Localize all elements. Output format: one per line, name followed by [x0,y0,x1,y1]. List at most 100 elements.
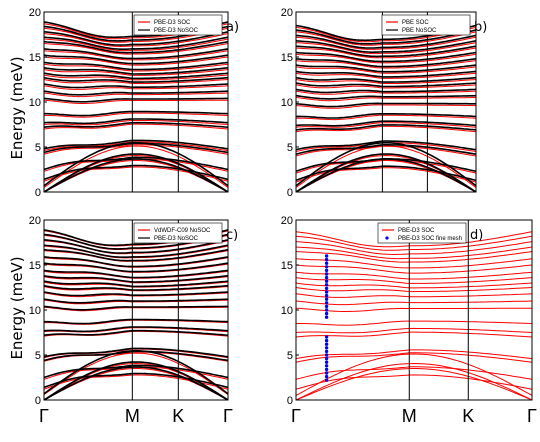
fine-mesh-point [324,371,329,375]
panel-a-bands [44,21,228,192]
band-line [296,144,476,155]
fine-mesh-point [324,265,329,269]
band-line [296,122,476,128]
fine-mesh-point [324,308,329,312]
band-line [296,331,532,338]
band-line [44,275,228,283]
band-line [44,139,228,150]
fine-mesh-point [324,356,329,361]
band-line [44,280,228,288]
band-line [296,300,532,306]
fine-mesh-point [324,353,329,357]
fine-mesh-point [324,257,329,262]
legend-entry: PBE-D3 SOC fine mesh [398,236,462,242]
legend-entry: PBE NoSOC [402,28,437,34]
legend-entry: PBE-D3 SOC [398,228,435,234]
band-line [44,38,228,52]
band-line [296,145,476,157]
band-line [44,36,228,50]
ytick-label: 10 [29,305,41,317]
band-line [296,40,476,53]
band-line [44,326,228,333]
xtick-label: M [402,406,417,426]
band-line [44,374,228,390]
band-line [296,53,476,64]
band-line [44,56,228,66]
band-line [44,43,228,55]
band-line [44,61,228,71]
band-line [44,40,228,54]
band-line [296,79,476,84]
fine-mesh-point [324,279,329,283]
panel-c-bands [44,229,228,400]
fine-mesh-point [324,304,329,309]
band-line [296,368,532,400]
band-line [296,258,532,269]
fine-mesh-point [324,268,329,273]
fine-mesh-point [324,293,329,298]
band-line [44,76,228,83]
band-line [44,145,228,188]
band-line [296,72,476,79]
band-line [44,112,228,118]
band-line [296,88,476,94]
xtick-label: K [172,406,184,426]
ytick-label: 15 [29,52,41,64]
fine-mesh-point [324,360,329,364]
band-line [44,74,228,81]
band-line [296,47,476,59]
band-line [44,54,228,65]
band-line [44,256,228,268]
ytick-label: 5 [35,350,41,362]
band-line [44,144,228,155]
ytick-label: 5 [35,142,41,154]
ytick-label: 15 [281,52,293,64]
fine-mesh-point [324,286,329,291]
band-line [296,125,476,133]
ytick-label: 0 [287,187,293,199]
band-line [44,284,228,291]
band-line [44,110,228,117]
legend: PBE SOC PBE NoSOC [381,14,471,36]
band-line [44,72,228,80]
band-line [296,58,476,68]
ytick-label: 0 [35,187,41,199]
band-line [296,241,532,256]
band-line [44,97,228,103]
panel-b-bands [296,24,476,192]
band-line [44,269,228,279]
band-line [44,121,228,128]
band-line [296,70,476,78]
ytick-label: 15 [29,260,41,272]
ytick-label: 10 [281,97,293,109]
band-line [44,120,228,126]
fine-mesh-point [324,290,329,294]
band-line [44,366,228,400]
band-line [44,318,228,325]
band-line [44,48,228,60]
band-line [296,374,532,390]
legend-entry: PBE-D3 NoSOC [154,236,199,242]
band-line [44,158,228,192]
band-line [44,298,228,304]
band-line [44,50,228,61]
fine-mesh-point [324,283,329,287]
band-line [44,90,228,96]
band-line [296,264,532,274]
ytick-label: 0 [35,395,41,407]
band-line [296,66,476,74]
band-line [44,248,228,262]
fine-mesh-point [324,335,329,339]
band-line [44,305,228,311]
band-line [296,124,476,131]
band-line [296,165,476,182]
fine-mesh-point [324,378,329,382]
panel-c: 0 5 10 15 20 Γ M K Γ VdWDF-C09 NoSOC PBE-D3 NoSOC c… [29,215,238,426]
band-line [44,99,228,104]
band-line [44,329,228,336]
ytick-label: 5 [287,142,293,154]
band-line [296,31,476,46]
ytick-label: 20 [281,7,293,19]
ytick-label: 15 [281,260,293,272]
band-line [44,123,228,130]
